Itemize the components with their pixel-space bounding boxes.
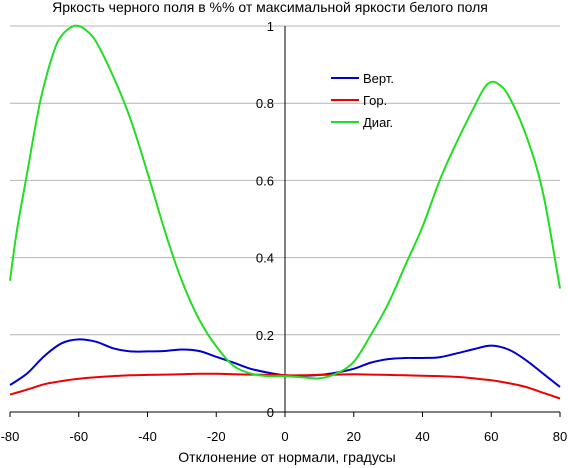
- x-tick-label: 0: [281, 429, 288, 444]
- series-line: [9, 24, 561, 380]
- x-tick-labels: -80 -60 -40 -20 0 20 40 60 80: [1, 429, 568, 444]
- series-group: [9, 24, 561, 400]
- legend-label: Гор.: [363, 93, 387, 108]
- legend-label: Верт.: [363, 71, 394, 86]
- legend: Верт. Гор. Диаг.: [331, 71, 394, 130]
- y-tick-label: 0.4: [256, 251, 274, 266]
- y-tick-label: 0.2: [256, 328, 274, 343]
- x-tick-label: 40: [415, 429, 429, 444]
- legend-label: Диаг.: [363, 115, 393, 130]
- axes: [9, 26, 561, 417]
- y-tick-label: 1: [267, 19, 274, 34]
- x-tick-label: -60: [69, 429, 88, 444]
- x-tick-label: -20: [207, 429, 226, 444]
- y-tick-label: 0: [267, 405, 274, 420]
- y-tick-labels: 0 0.2 0.4 0.6 0.8 1: [256, 19, 274, 420]
- chart-title: Яркость черного поля в %% от максимально…: [52, 0, 488, 15]
- y-tick-label: 0.6: [256, 173, 274, 188]
- x-axis-label: Отклонение от нормали, градусы: [178, 449, 395, 465]
- y-tick-label: 0.8: [256, 96, 274, 111]
- x-tick-label: 20: [347, 429, 361, 444]
- x-tick-label: -40: [138, 429, 157, 444]
- x-tick-label: -80: [1, 429, 20, 444]
- x-tick-label: 80: [553, 429, 567, 444]
- x-tick-label: 60: [484, 429, 498, 444]
